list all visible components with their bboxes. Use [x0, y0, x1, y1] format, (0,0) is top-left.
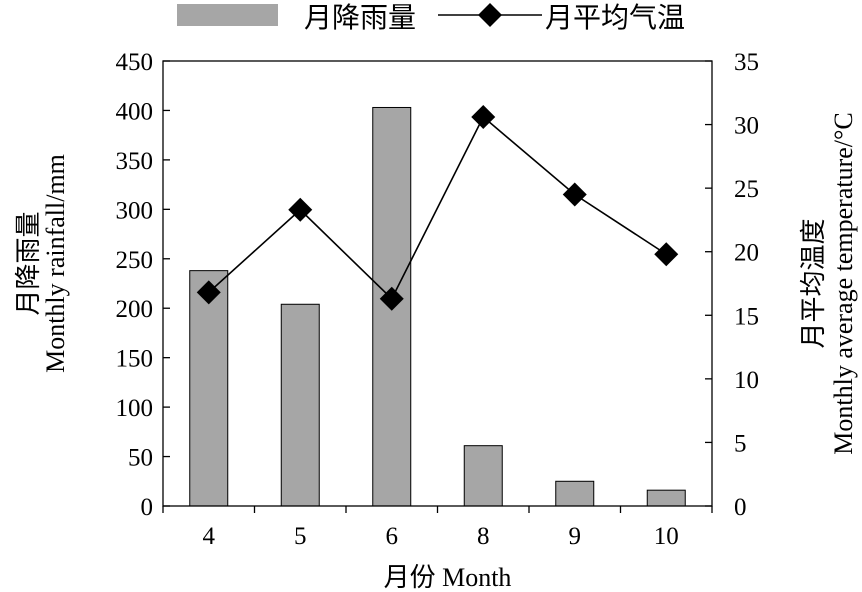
- temperature-point-5: [288, 197, 313, 222]
- legend-marker-temperature: [478, 3, 502, 27]
- bar-10: [646, 489, 686, 507]
- left-tick-label: 100: [116, 395, 154, 422]
- left-axis-title-cn: 月降雨量: [14, 211, 43, 315]
- bar-8: [463, 445, 503, 507]
- legend-swatch-rainfall: [177, 4, 278, 26]
- right-axis-title-en: Monthly average temperature/°C: [829, 112, 858, 455]
- right-tick-label: 35: [734, 49, 759, 76]
- left-tick-label: 50: [128, 445, 153, 472]
- right-tick-label: 15: [734, 303, 759, 330]
- plot-frame: [162, 60, 713, 507]
- bar-5: [280, 303, 320, 507]
- x-tick-label: 4: [203, 523, 216, 550]
- line-series: [196, 104, 679, 311]
- left-axis-title-en: Monthly rainfall/mm: [41, 154, 70, 373]
- right-tick-label: 0: [734, 494, 747, 521]
- x-axis-title: 月份 Month: [384, 563, 512, 592]
- left-tick-label: 400: [116, 98, 154, 125]
- temperature-point-4: [196, 280, 221, 305]
- left-tick-label: 0: [141, 494, 154, 521]
- temperature-point-6: [379, 286, 404, 311]
- x-tick-label: 10: [654, 523, 679, 550]
- axes: 0 50 100 150 200 250 300 350 400 450 0 5 10 15 20 25 30 3…: [14, 49, 858, 592]
- legend: 月降雨量 月平均气温: [177, 2, 685, 34]
- right-tick-label: 30: [734, 113, 759, 140]
- bar-4: [189, 270, 229, 507]
- right-tick-label: 5: [734, 430, 747, 457]
- left-tick-label: 450: [116, 49, 154, 76]
- left-tick-label: 150: [116, 346, 154, 373]
- right-axis-title-cn: 月平均温度: [799, 218, 828, 348]
- left-tick-label: 350: [116, 148, 154, 175]
- legend-label-temperature: 月平均气温: [545, 2, 685, 34]
- right-tick-label: 25: [734, 176, 759, 203]
- bar-9: [555, 480, 595, 507]
- right-tick-label: 10: [734, 367, 759, 394]
- temperature-line: [208, 115, 667, 301]
- left-tick-label: 200: [116, 296, 154, 323]
- temperature-point-10: [654, 242, 679, 267]
- left-tick-label: 300: [116, 197, 154, 224]
- left-tick-label: 250: [116, 247, 154, 274]
- x-tick-label: 5: [294, 523, 307, 550]
- temperature-point-8: [471, 104, 496, 129]
- temperature-point-9: [562, 182, 587, 207]
- legend-label-rainfall: 月降雨量: [304, 2, 416, 34]
- bar-group: [189, 106, 686, 507]
- x-tick-label: 8: [477, 523, 490, 550]
- x-tick-label: 9: [569, 523, 582, 550]
- right-tick-label: 20: [734, 240, 759, 267]
- x-tick-label: 6: [386, 523, 399, 550]
